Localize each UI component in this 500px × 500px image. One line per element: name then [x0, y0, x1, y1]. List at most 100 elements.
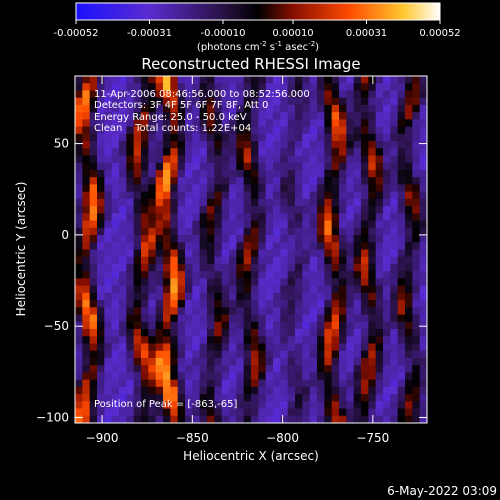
- heatmap-cell: [287, 97, 296, 106]
- heatmap-cell: [258, 83, 267, 92]
- heatmap-cell: [251, 242, 259, 251]
- heatmap-cell: [419, 278, 427, 287]
- heatmap-cell: [97, 350, 105, 359]
- heatmap-cell: [221, 242, 230, 251]
- heatmap-cell: [339, 76, 347, 84]
- heatmap-cell: [390, 285, 399, 294]
- heatmap-cell: [287, 365, 296, 373]
- heatmap-cell: [221, 177, 230, 186]
- heatmap-cell: [368, 357, 377, 366]
- heatmap-cell: [295, 206, 303, 214]
- heatmap-cell: [302, 97, 311, 106]
- heatmap-cell: [155, 220, 164, 229]
- heatmap-cell: [192, 90, 201, 99]
- heatmap-cell: [229, 206, 237, 214]
- heatmap-cell: [207, 357, 215, 366]
- heatmap-cell: [185, 119, 193, 128]
- heatmap-cell: [361, 83, 369, 92]
- heatmap-cell: [361, 141, 369, 149]
- heatmap-cell: [221, 271, 230, 280]
- heatmap-cell: [375, 350, 384, 359]
- heatmap-cell: [419, 227, 427, 236]
- heatmap-cell: [141, 177, 149, 186]
- heatmap-cell: [295, 191, 303, 200]
- heatmap-cell: [346, 307, 355, 316]
- heatmap-cell: [236, 235, 245, 243]
- heatmap-cell: [273, 126, 281, 135]
- heatmap-cell: [324, 97, 333, 106]
- heatmap-cell: [119, 155, 127, 164]
- heatmap-cell: [353, 314, 362, 323]
- heatmap-cell: [412, 169, 421, 178]
- heatmap-cell: [207, 155, 215, 164]
- heatmap-cell: [251, 357, 259, 366]
- heatmap-cell: [214, 292, 223, 301]
- heatmap-cell: [192, 112, 201, 120]
- heatmap-cell: [353, 76, 362, 84]
- heatmap-cell: [236, 97, 245, 106]
- heatmap-cell: [390, 155, 399, 164]
- heatmap-cell: [324, 372, 333, 381]
- heatmap-cell: [368, 141, 377, 149]
- heatmap-cell: [339, 394, 347, 402]
- heatmap-cell: [126, 155, 135, 164]
- heatmap-cell: [111, 220, 120, 229]
- heatmap-cell: [177, 263, 186, 272]
- heatmap-cell: [119, 162, 127, 171]
- heatmap-cell: [214, 329, 223, 337]
- heatmap-cell: [163, 307, 171, 316]
- heatmap-cell: [258, 76, 267, 84]
- heatmap-cell: [309, 76, 318, 84]
- heatmap-cell: [185, 191, 193, 200]
- heatmap-cell: [133, 97, 142, 106]
- heatmap-cell: [89, 126, 98, 135]
- heatmap-cell: [141, 292, 149, 301]
- heatmap-cell: [199, 119, 208, 128]
- heatmap-cell: [199, 343, 208, 352]
- heatmap-cell: [353, 133, 362, 142]
- heatmap-cell: [353, 292, 362, 301]
- heatmap-cell: [214, 365, 223, 373]
- heatmap-cell: [236, 307, 245, 316]
- heatmap-cell: [119, 256, 127, 265]
- annotation-energy-range: Energy Range: 25.0 - 50.0 keV: [94, 112, 247, 123]
- heatmap-cell: [302, 285, 311, 294]
- heatmap-cell: [155, 169, 164, 178]
- heatmap-cell: [251, 169, 259, 178]
- heatmap-cell: [163, 249, 171, 258]
- heatmap-cell: [236, 394, 245, 402]
- heatmap-cell: [170, 97, 179, 106]
- heatmap-cell: [141, 415, 149, 423]
- heatmap-cell: [170, 401, 179, 410]
- heatmap-cell: [302, 314, 311, 323]
- heatmap-cell: [346, 141, 355, 149]
- heatmap-cell: [346, 365, 355, 373]
- heatmap-cell: [405, 314, 413, 323]
- heatmap-cell: [324, 227, 333, 236]
- heatmap-cell: [375, 249, 384, 258]
- heatmap-cell: [185, 76, 193, 84]
- heatmap-cell: [229, 401, 237, 410]
- heatmap-cell: [133, 307, 142, 316]
- x-tick-label: −750: [356, 431, 389, 445]
- heatmap-cell: [170, 365, 179, 373]
- heatmap-cell: [287, 83, 296, 92]
- heatmap-cell: [133, 408, 142, 417]
- heatmap-cell: [192, 336, 201, 345]
- heatmap-cell: [185, 177, 193, 186]
- heatmap-cell: [192, 292, 201, 301]
- heatmap-cell: [273, 148, 281, 157]
- heatmap-cell: [89, 242, 98, 251]
- heatmap-cell: [141, 206, 149, 214]
- heatmap-cell: [258, 198, 267, 207]
- heatmap-cell: [309, 227, 318, 236]
- heatmap-cell: [390, 191, 399, 200]
- heatmap-cell: [251, 343, 259, 352]
- heatmap-cell: [155, 126, 164, 135]
- heatmap-cell: [405, 372, 413, 381]
- heatmap-cell: [170, 307, 179, 316]
- heatmap-cell: [229, 278, 237, 287]
- heatmap-cell: [287, 104, 296, 113]
- heatmap-cell: [251, 350, 259, 359]
- heatmap-cell: [265, 379, 274, 388]
